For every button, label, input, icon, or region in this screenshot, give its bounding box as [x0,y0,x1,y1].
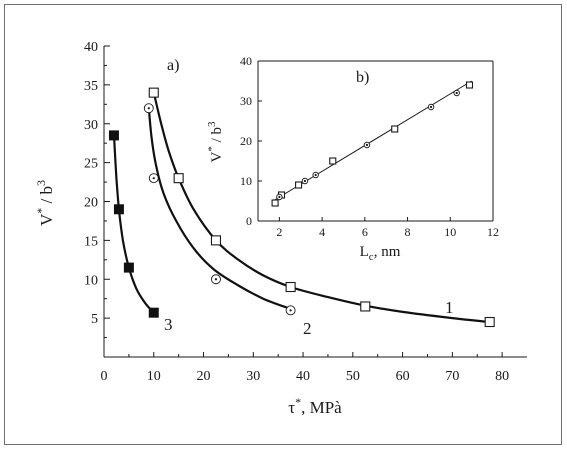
inset-y-axis-title: V* / b3 [206,121,225,163]
main-series-3-point [148,307,159,318]
main-series-3-point [108,130,119,141]
main-x-tick-label: 80 [495,369,509,384]
main-y-tick-label: 40 [84,40,98,55]
main-series-1-point [173,173,184,184]
inset-series-2-point [453,89,460,97]
main-x-tick-label: 0 [101,369,108,384]
inset-x-tick-label: 4 [319,225,325,239]
inset-y-title-main: V [209,152,225,163]
inset-series-2-point [427,103,435,111]
main-y-tick-label: 30 [84,118,98,133]
main-series-2-point [285,305,296,316]
inset-series-1-point [295,181,303,189]
main-series-1-point [484,316,495,328]
inset-panel-label: b) [356,69,369,86]
main-series-curve-2 [147,108,289,310]
main-series-1-point [148,87,159,98]
inset-series-1-point [465,81,474,89]
main-x-tick-label: 10 [147,369,161,384]
inset-x-tick-label: 2 [276,225,282,239]
inset-series-2-point [276,193,283,201]
main-y-axis-title: V* / b3 [34,180,56,226]
inset-x-title-rest: , nm [374,244,401,260]
main-panel-label: a) [167,57,179,74]
main-y-tick-label: 15 [84,234,98,249]
main-series-3-point [113,204,124,215]
main-y-title-sup1: * [34,208,48,214]
main-x-tick-label: 40 [296,369,310,384]
main-y-tick-label: 5 [91,312,98,327]
main-x-tick-label: 70 [445,369,459,384]
inset-x-tick-label: 8 [405,225,411,239]
main-x-title-rest: , MPà [301,398,342,417]
main-series-curve-1 [152,92,490,324]
main-x-title-sup: * [295,395,301,409]
inset-series-2-point [363,141,371,149]
inset-x-axis-title: Lc, nm [360,244,401,263]
inset-series-2-point [301,177,309,185]
main-series-2-point [148,173,159,184]
main-series-label-1: 1 [445,298,454,317]
main-series-label-2: 2 [303,319,312,338]
inset-x-title-main: L [360,244,369,260]
main-x-tick-label: 50 [346,369,360,384]
main-x-axis-title: τ*, MPà [288,395,342,417]
main-y-tick-label: 35 [84,79,98,94]
inset-y-tick-label: 20 [240,134,252,148]
inset-series-1-point [329,157,337,165]
inset-y-title-sup1: * [206,146,218,152]
main-y-title-main: V [37,213,56,226]
main-x-tick-label: 60 [396,369,410,384]
inset-y-tick-label: 0 [246,214,252,228]
inset-x-tick-label: 6 [362,225,368,239]
main-series-1-point [360,301,371,312]
main-series-2-point [143,103,154,114]
main-series-curve-3 [112,135,155,314]
inset-y-tick-label: 30 [240,94,252,108]
main-series-label-3: 3 [164,315,173,334]
main-series-1-point [285,281,296,293]
inset-y-title-sup2: 3 [206,121,218,127]
main-series-1-point [210,235,222,246]
inset-x-title-sub: c [369,251,374,263]
figure-frame [4,4,562,445]
inset-series-1-point [271,199,279,207]
inset-y-title-mid: / b [209,127,225,146]
inset-series-2-point [312,171,319,179]
inset-y-tick-label: 40 [240,54,252,68]
main-x-tick-label: 20 [197,369,211,384]
inset-x-tick-label: 12 [487,225,499,239]
main-series-2-point [211,274,221,285]
inset-plot: 2 4 6 8 10 12 0 10 20 30 40 b) Lc, nm V* / b3 [206,54,499,263]
main-series-3-point [123,262,134,273]
main-y-tick-label: 25 [84,157,98,172]
inset-y-tick-label: 10 [240,174,252,188]
inset-series-1-point [391,125,399,133]
main-y-tick-label: 10 [84,273,98,288]
main-y-title-sup2: 3 [34,180,48,186]
inset-x-tick-label: 10 [444,225,456,239]
main-y-tick-label: 20 [84,196,98,211]
main-x-title-main: τ [288,398,295,417]
main-x-tick-label: 30 [246,369,260,384]
main-y-title-mid: / b [37,186,56,208]
